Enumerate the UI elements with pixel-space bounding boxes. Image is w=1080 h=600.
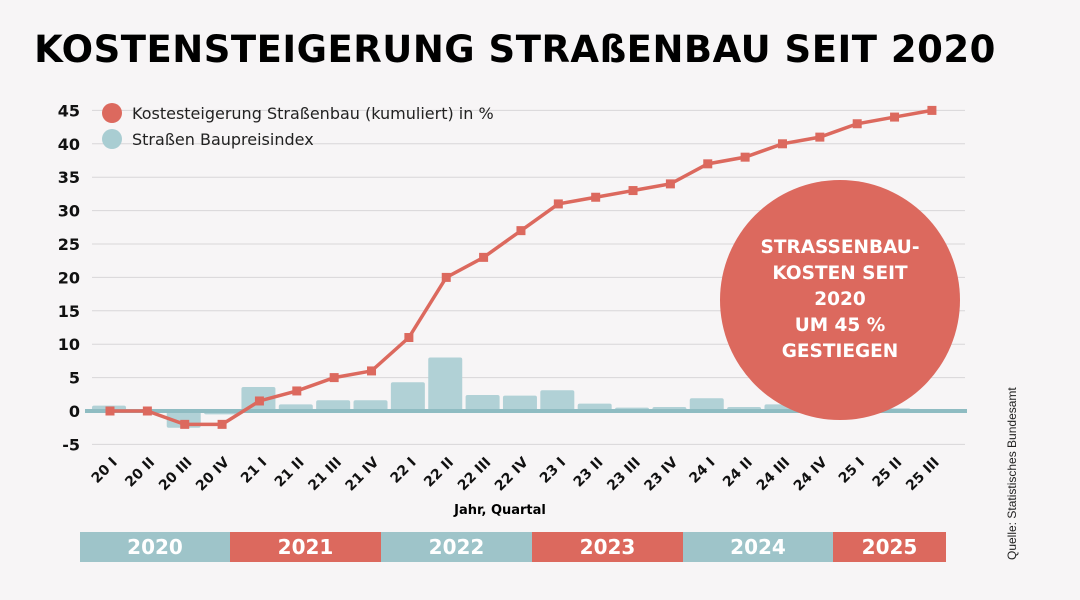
- line-point: [927, 105, 937, 115]
- callout-circle: STRASSENBAU- KOSTEN SEIT 2020 UM 45 % GE…: [720, 180, 960, 420]
- y-tick-label: 15: [58, 302, 80, 321]
- bar: [353, 400, 388, 411]
- x-tick-label: 23 III: [604, 455, 644, 495]
- x-tick-label: 21 III: [305, 455, 345, 495]
- line-point: [591, 192, 601, 202]
- y-tick-label: 45: [58, 101, 80, 120]
- x-tick-label: 24 III: [754, 455, 794, 495]
- line-point: [815, 132, 825, 142]
- legend-label: Kostesteigerung Straßenbau (kumuliert) i…: [132, 103, 494, 123]
- line-point: [703, 159, 713, 169]
- line-point: [142, 406, 152, 416]
- x-tick-label: 24 IV: [791, 454, 831, 494]
- legend-label: Straßen Baupreisindex: [132, 129, 314, 149]
- x-tick-label: 21 IV: [342, 454, 382, 494]
- y-tick-label: 0: [69, 402, 80, 421]
- x-tick-label: 22 II: [421, 455, 457, 491]
- page-title: KOSTENSTEIGERUNG STRAßENBAU SEIT 2020: [34, 28, 996, 71]
- line-point: [329, 373, 339, 383]
- y-tick-label: 35: [58, 168, 80, 187]
- line-point: [852, 119, 862, 129]
- x-tick-label: 25 II: [869, 455, 905, 491]
- line-point: [479, 252, 489, 262]
- x-tick-label: 22 I: [387, 455, 419, 487]
- line-point: [254, 396, 264, 406]
- line-point: [441, 272, 451, 282]
- year-band-2024: 2024: [683, 532, 833, 562]
- x-tick-label: 23 IV: [641, 454, 681, 494]
- line-point: [516, 226, 526, 236]
- year-band-2025: 2025: [833, 532, 946, 562]
- x-tick-label: 21 I: [238, 455, 270, 487]
- x-tick-label: 25 I: [836, 455, 868, 487]
- legend-item-line: Kostesteigerung Straßenbau (kumuliert) i…: [102, 100, 494, 126]
- line-point: [628, 186, 638, 196]
- x-tick-label: 25 III: [903, 455, 943, 495]
- x-tick-label: 23 II: [571, 455, 607, 491]
- year-band-2021: 2021: [230, 532, 381, 562]
- year-band-2020: 2020: [80, 532, 230, 562]
- line-point: [740, 152, 750, 162]
- line-point: [777, 139, 787, 149]
- line-point: [665, 179, 675, 189]
- y-tick-label: 30: [58, 202, 80, 221]
- bar: [316, 400, 351, 411]
- bar: [465, 394, 500, 411]
- y-tick-label: 10: [58, 335, 80, 354]
- bar: [428, 357, 463, 411]
- x-tick-label: 24 I: [686, 455, 718, 487]
- line-point: [890, 112, 900, 122]
- x-tick-label: 20 I: [89, 455, 121, 487]
- x-axis-label: Jahr, Quartal: [454, 503, 546, 518]
- source-note: Quelle: Statistisches Bundesamt: [1005, 387, 1019, 560]
- line-point: [404, 333, 414, 343]
- line-point: [292, 386, 302, 396]
- line-point: [217, 419, 227, 429]
- line-point: [180, 419, 190, 429]
- x-tick-label: 20 III: [156, 455, 196, 495]
- bar: [689, 398, 724, 411]
- x-tick-label: 20 IV: [193, 454, 233, 494]
- bar: [390, 382, 425, 411]
- x-tick-label: 22 IV: [492, 454, 532, 494]
- y-tick-label: 40: [58, 135, 80, 154]
- bar: [540, 390, 575, 411]
- x-tick-label: 24 II: [720, 455, 756, 491]
- y-tick-label: 25: [58, 235, 80, 254]
- x-tick-label: 21 II: [272, 455, 308, 491]
- year-band-2023: 2023: [532, 532, 683, 562]
- line-point: [367, 366, 377, 376]
- x-tick-label: 22 III: [455, 455, 495, 495]
- x-tick-label: 23 I: [537, 455, 569, 487]
- y-tick-label: 5: [69, 369, 80, 388]
- legend-swatch-blue: [102, 129, 122, 149]
- line-point: [553, 199, 563, 209]
- line-point: [105, 406, 115, 416]
- year-band-2022: 2022: [381, 532, 532, 562]
- x-tick-label: 20 II: [122, 455, 158, 491]
- legend: Kostesteigerung Straßenbau (kumuliert) i…: [102, 100, 494, 152]
- y-tick-label: -5: [62, 435, 80, 454]
- bar: [502, 395, 537, 411]
- y-tick-label: 20: [58, 268, 80, 287]
- legend-swatch-red: [102, 103, 122, 123]
- legend-item-bar: Straßen Baupreisindex: [102, 126, 494, 152]
